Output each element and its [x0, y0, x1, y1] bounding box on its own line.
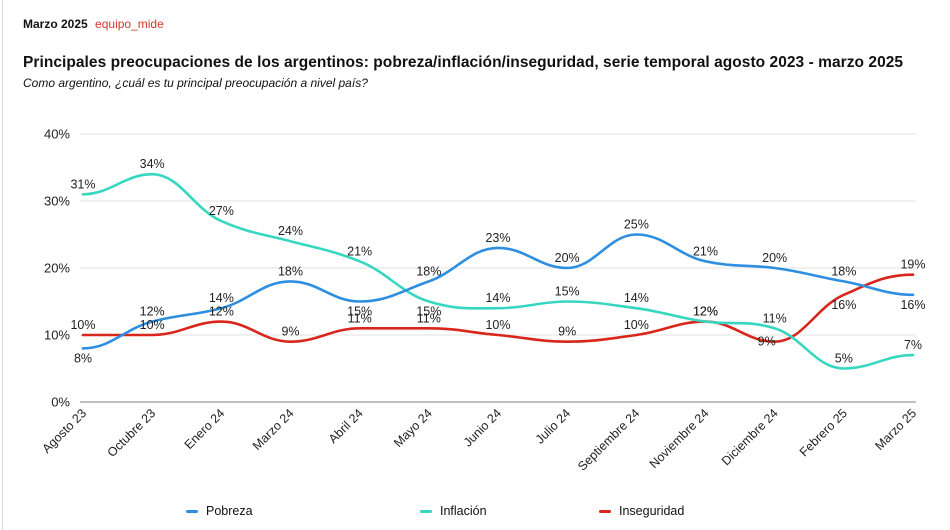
data-label-inseguridad: 19% [900, 258, 925, 272]
data-label-inseguridad: 11% [417, 311, 441, 325]
data-label-inflacion: 27% [209, 204, 234, 218]
data-label-inseguridad: 12% [209, 305, 234, 319]
x-tick-label: Julio 24 [533, 406, 573, 446]
legend-item-pobreza[interactable]: Pobreza [186, 504, 253, 518]
legend: Pobreza Inflación Inseguridad [0, 504, 950, 524]
x-tick-label: Enero 24 [182, 406, 228, 452]
x-axis: Agosto 23 Octubre 23 Enero 24 Marzo 24 Abril… [39, 406, 919, 473]
data-label-inflacion: 21% [347, 244, 372, 258]
header: Marzo 2025 equipo_mide [23, 17, 164, 31]
legend-label: Inseguridad [619, 504, 685, 518]
data-label-inflacion: 14% [485, 291, 510, 305]
x-tick-label: Marzo 25 [872, 406, 919, 453]
legend-label: Pobreza [206, 504, 253, 518]
data-label-inflacion: 31% [70, 177, 95, 191]
data-label-inflacion: 15% [555, 285, 580, 299]
x-tick-label: Mayo 24 [391, 406, 435, 450]
data-labels: 8%12%14%18%15%18%23%20%25%21% 20%18%16%31… [70, 157, 925, 365]
x-tick-label: Marzo 24 [250, 406, 297, 453]
brand-label: equipo_mide [95, 17, 164, 31]
data-label-inseguridad: 9% [281, 325, 299, 339]
legend-label: Inflación [440, 504, 487, 518]
legend-item-inseguridad[interactable]: Inseguridad [599, 504, 684, 518]
legend-swatch-pobreza [186, 509, 198, 513]
data-label-inflacion: 7% [904, 338, 922, 352]
x-tick-label: Junio 24 [461, 406, 504, 449]
data-label-inflacion: 11% [763, 311, 787, 325]
legend-swatch-inflacion [420, 509, 432, 513]
x-tick-label: Agosto 23 [39, 406, 89, 456]
data-label-inseguridad: 10% [140, 318, 165, 332]
data-label-inseguridad: 10% [70, 318, 95, 332]
y-tick-label: 0% [51, 395, 70, 410]
series-lines [81, 172, 915, 370]
legend-swatch-inseguridad [599, 509, 611, 513]
data-label-inseguridad: 9% [558, 325, 576, 339]
data-label-pobreza: 20% [762, 251, 787, 265]
header-date: Marzo 2025 [23, 17, 88, 31]
data-label-inflacion: 12% [693, 305, 718, 319]
page-border [2, 0, 3, 530]
data-label-inseguridad: 10% [624, 318, 649, 332]
data-label-inseguridad: 16% [831, 298, 856, 312]
data-label-pobreza: 21% [693, 244, 718, 258]
chart-title: Principales preocupaciones de los argent… [23, 54, 904, 71]
y-tick-label: 30% [44, 194, 70, 209]
data-label-pobreza: 23% [485, 231, 510, 245]
data-label-inflacion: 24% [278, 224, 303, 238]
data-label-pobreza: 16% [900, 298, 925, 312]
data-label-pobreza: 14% [209, 291, 234, 305]
data-label-inseguridad: 12% [693, 305, 718, 319]
data-label-inseguridad: 10% [485, 318, 510, 332]
data-label-pobreza: 20% [555, 251, 580, 265]
y-tick-label: 10% [44, 328, 70, 343]
y-tick-label: 40% [44, 127, 70, 142]
x-tick-label: Septiembre 24 [575, 406, 642, 473]
data-label-pobreza: 25% [624, 218, 649, 232]
x-tick-label: Octubre 23 [105, 406, 159, 460]
data-label-pobreza: 18% [831, 264, 856, 278]
data-label-inflacion: 34% [140, 157, 165, 171]
data-label-pobreza: 15% [347, 305, 372, 319]
gridlines [80, 133, 916, 403]
data-label-pobreza: 18% [416, 264, 441, 278]
x-tick-label: Diciembre 24 [719, 406, 781, 468]
chart-subtitle: Como argentino, ¿cuál es tu principal pr… [23, 76, 368, 90]
y-axis: 0% 10% 20% 30% 40% [44, 127, 70, 410]
x-tick-label: Noviembre 24 [647, 406, 712, 471]
data-label-inflacion: 14% [624, 291, 649, 305]
legend-item-inflacion[interactable]: Inflación [420, 504, 487, 518]
y-tick-label: 20% [44, 261, 70, 276]
data-label-pobreza: 8% [74, 351, 92, 365]
data-label-inseguridad: 9% [758, 335, 776, 349]
x-tick-label: Abril 24 [326, 406, 366, 446]
line-chart: 0% 10% 20% 30% 40% Agosto 23 Octubre 23 Enero … [39, 127, 925, 474]
data-label-inflacion: 5% [835, 352, 853, 366]
x-tick-label: Febrero 25 [797, 406, 850, 459]
data-label-inseguridad: 11% [348, 311, 372, 325]
data-label-pobreza: 18% [278, 264, 303, 278]
data-label-pobreza: 12% [140, 305, 165, 319]
data-label-inflacion: 15% [416, 305, 441, 319]
